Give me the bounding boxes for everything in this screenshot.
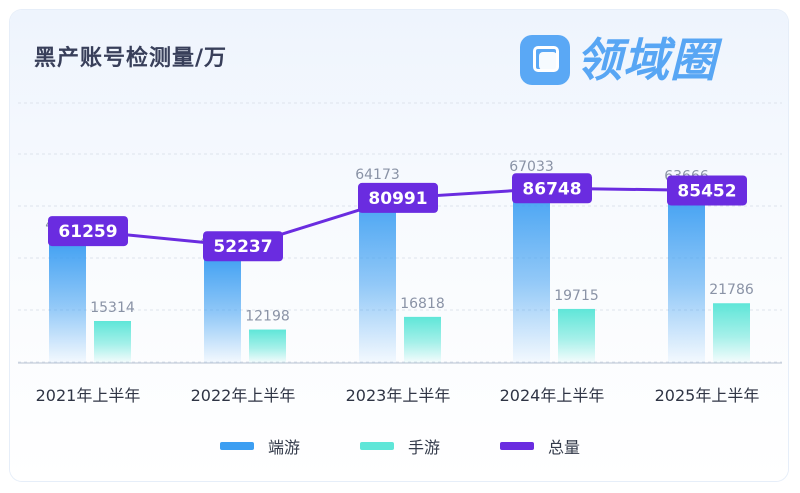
bar-pc [359,186,396,363]
bar-mobile [558,308,595,363]
chart-title: 黑产账号检测量/万 [34,46,228,71]
data-label-total: 61259 [58,222,117,242]
legend-item-pc[interactable]: 端游 [219,434,300,458]
chart-legend: 端游 手游 总量 [0,434,800,458]
point-total [203,231,283,262]
logo-icon [520,35,570,85]
x-tick-label: 2023年上半年 [346,386,451,405]
legend-label-mobile: 手游 [407,438,440,457]
data-label-total: 52237 [213,237,272,257]
bar-mobile [94,320,131,363]
data-label-mobile: 16818 [400,296,445,312]
legend-label-total: 总量 [548,438,581,457]
bar-pc [668,188,705,363]
bar-mobile [404,316,441,363]
point-total [512,173,592,204]
bar-pc [204,253,241,363]
point-total [48,216,128,247]
bar-mobile [249,329,286,363]
legend-swatch-mobile [359,442,394,450]
x-tick-label: 2021年上半年 [36,386,141,405]
data-label-pc: 67033 [509,159,554,175]
data-label-total: 86748 [522,179,581,199]
data-label-mobile: 19715 [554,288,599,304]
bar-pc [513,179,550,363]
brand-logo: 领域圈 [520,30,717,90]
x-tick-label: 2024年上半年 [500,386,605,405]
legend-swatch-pc [219,442,254,450]
bar-mobile [713,303,750,363]
point-total [358,182,438,213]
data-label-mobile: 21786 [709,282,754,298]
legend-swatch-total [500,442,534,450]
logo-text: 领域圈 [576,33,717,87]
data-label-total: 85452 [677,181,736,201]
chart-card [10,10,788,481]
legend-item-total[interactable]: 总量 [500,434,580,458]
x-tick-label: 2025年上半年 [655,386,760,405]
point-total [667,175,747,206]
x-tick-label: 2022年上半年 [191,386,296,405]
legend-item-mobile[interactable]: 手游 [359,434,440,458]
data-label-mobile: 15314 [90,300,135,316]
bar-pc [49,236,86,363]
legend-label-pc: 端游 [267,438,300,457]
data-label-total: 80991 [368,189,427,209]
data-label-pc: 64173 [355,167,400,183]
data-label-mobile: 12198 [245,309,290,325]
